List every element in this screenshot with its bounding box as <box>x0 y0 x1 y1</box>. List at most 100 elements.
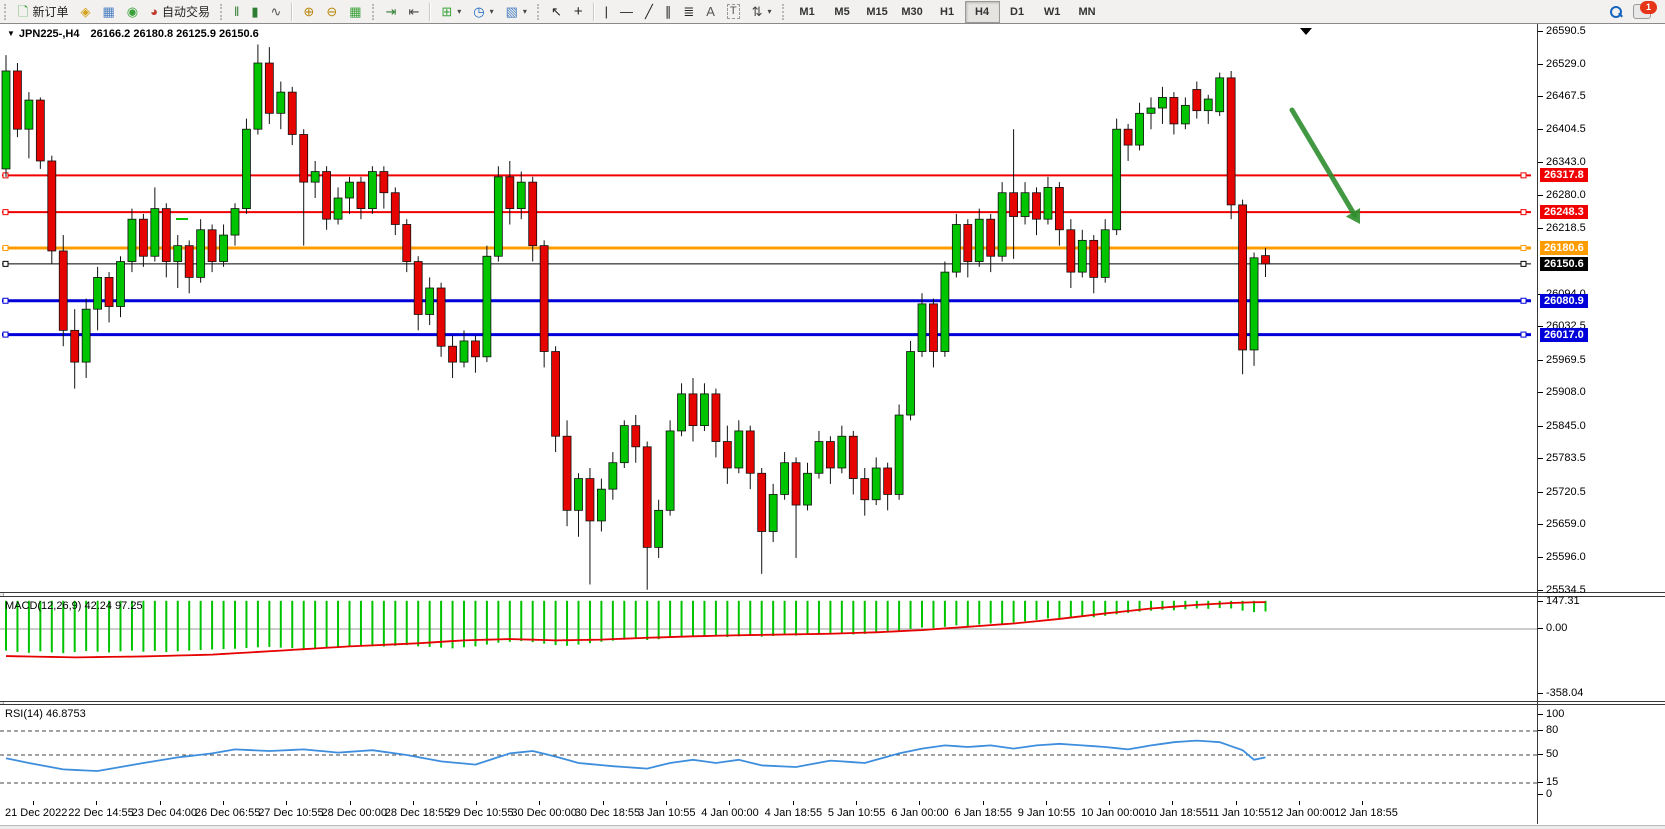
rsi-tick-label: 80 <box>1546 724 1559 736</box>
price-axis[interactable]: 26590.5 26529.0 26467.5 26404.5 26343.0 26280… <box>1538 24 1665 825</box>
crosshair-button[interactable]: + <box>568 0 589 24</box>
price-tick-label: 25596.0 <box>1546 551 1586 564</box>
arrows-button[interactable]: ⇅ ▾ <box>746 0 778 24</box>
time-tick <box>666 801 667 805</box>
trendline-button[interactable]: ╱ <box>639 0 659 24</box>
time-tick <box>476 801 478 805</box>
macd-chart[interactable] <box>0 597 1537 699</box>
text-label-icon: T <box>726 4 740 19</box>
toolbar-grip[interactable] <box>371 3 376 20</box>
new-order-icon: 🗋 <box>18 4 29 19</box>
toolbar-grip[interactable] <box>219 3 224 20</box>
rsi-panel: RSI(14) 46.8753 <box>0 704 1665 802</box>
price-axis-border <box>1537 24 1538 824</box>
separator <box>429 2 432 21</box>
zoom-in-button[interactable]: ⊕ <box>297 0 320 24</box>
axis-tick <box>1538 557 1543 559</box>
axis-tick <box>1538 458 1543 460</box>
text-button[interactable]: A <box>700 0 721 24</box>
candlestick-chart[interactable] <box>0 24 1537 590</box>
price-tick-label: 25534.5 <box>1546 584 1586 596</box>
timeframe-m5[interactable]: M5 <box>834 5 850 18</box>
toolbar-grip[interactable] <box>781 3 786 20</box>
new-chart-button[interactable]: ⊞ ▾ <box>435 0 467 24</box>
bar-chart-button[interactable]: ‖ <box>228 0 245 24</box>
price-tick-label: 26404.5 <box>1546 123 1586 136</box>
time-tick <box>33 801 34 805</box>
timeframe-m15[interactable]: M15 <box>866 5 888 18</box>
text-icon: A <box>706 4 715 19</box>
price-tick-label: 25720.5 <box>1546 485 1586 498</box>
time-tick-label: 28 Dec 18:55 <box>384 807 451 819</box>
time-tick-label: 5 Jan 10:55 <box>827 807 886 819</box>
time-tick <box>1109 801 1111 805</box>
auto-trading-button[interactable]: ◕ 自动交易 <box>144 0 216 24</box>
time-tick-label: 30 Dec 00:00 <box>511 807 577 819</box>
tile-windows-button[interactable]: ▦ <box>343 0 367 24</box>
time-tick <box>412 801 414 805</box>
timeframe-m30[interactable]: M30 <box>901 5 923 18</box>
time-tick <box>855 801 857 805</box>
time-tick-label: 28 Dec 00:00 <box>321 807 387 819</box>
timeframe-h4[interactable]: H4 <box>964 0 1000 23</box>
timeframe-d1[interactable]: D1 <box>1010 5 1025 18</box>
timeframe-h1[interactable]: H1 <box>940 5 955 18</box>
time-tick <box>1299 801 1300 805</box>
time-tick-label: 21 Dec 2022 <box>5 807 68 819</box>
line-chart-button[interactable]: ∿ <box>265 0 288 24</box>
new-order-button[interactable]: 🗋 新订单 <box>12 0 74 24</box>
fibonacci-button[interactable]: ≣ <box>677 0 700 24</box>
time-axis[interactable]: 21 Dec 2022 22 Dec 14:55 23 Dec 04:00 26 De… <box>0 801 1665 825</box>
axis-tick <box>1538 754 1543 755</box>
timeframe-m1[interactable]: M1 <box>799 5 815 18</box>
channel-button[interactable]: ∥ <box>659 0 678 24</box>
trendline-icon: ╱ <box>645 4 653 19</box>
chevron-down-icon: ▾ <box>457 7 462 16</box>
rsi-tick-label: 0 <box>1546 788 1553 800</box>
horizontal-line-icon: — <box>620 4 633 19</box>
axis-tick <box>1538 590 1543 591</box>
timeframe-mn[interactable]: MN <box>1078 5 1096 18</box>
equidistant-channel-icon: ∥ <box>664 4 672 19</box>
axis-tick <box>1538 63 1543 65</box>
axis-tick <box>1538 491 1543 493</box>
price-tick-label: 25969.5 <box>1546 353 1586 366</box>
rsi-tick-label: 15 <box>1546 776 1559 788</box>
line-chart-icon: ∿ <box>270 4 282 19</box>
candlestick-chart-button[interactable]: ▮ <box>245 0 264 24</box>
time-tick-label: 11 Jan 10:55 <box>1207 807 1271 819</box>
time-tick-label: 6 Jan 18:55 <box>954 807 1013 819</box>
market-watch-button[interactable]: ◈ <box>74 0 96 24</box>
time-tick-label: 10 Jan 00:00 <box>1081 807 1145 819</box>
template-button[interactable]: ▧ ▾ <box>500 0 533 24</box>
axis-tick <box>1538 162 1543 164</box>
axis-tick <box>1538 359 1543 361</box>
chart-window-button[interactable]: ▦ <box>96 0 120 24</box>
timeframe-w1[interactable]: W1 <box>1043 5 1061 18</box>
text-label-button[interactable]: T <box>721 0 746 24</box>
symbol-dropdown-icon[interactable]: ▼ <box>7 29 15 38</box>
price-level-badge: 26180.6 <box>1540 240 1588 255</box>
chat-icon[interactable]: 1 <box>1633 1 1657 19</box>
time-tick-label: 29 Dec 10:55 <box>448 807 514 819</box>
chart-shift-button[interactable]: ⇤ <box>402 0 425 24</box>
separator <box>592 2 595 21</box>
period-button[interactable]: ◷ ▾ <box>467 0 499 24</box>
toolbar-grip[interactable] <box>536 3 541 20</box>
zoom-out-button[interactable]: ⊖ <box>320 0 343 24</box>
axis-tick <box>1538 326 1543 328</box>
signals-button[interactable]: ◉ <box>121 0 144 24</box>
time-tick-label: 4 Jan 18:55 <box>764 807 823 819</box>
toolbar-grip[interactable] <box>4 3 8 20</box>
bar-chart-icon: ‖ <box>233 4 240 19</box>
axis-tick <box>1538 195 1543 197</box>
vertical-line-button[interactable]: | <box>599 0 614 24</box>
search-icon[interactable] <box>1609 5 1623 19</box>
time-tick <box>159 801 161 805</box>
time-tick <box>539 801 541 805</box>
time-tick-label: 27 Dec 10:55 <box>258 807 324 819</box>
horizontal-line-button[interactable]: — <box>614 0 639 24</box>
rsi-chart[interactable] <box>0 705 1537 799</box>
auto-scroll-button[interactable]: ⇥ <box>380 0 403 24</box>
cursor-button[interactable]: ↖ <box>545 0 568 24</box>
